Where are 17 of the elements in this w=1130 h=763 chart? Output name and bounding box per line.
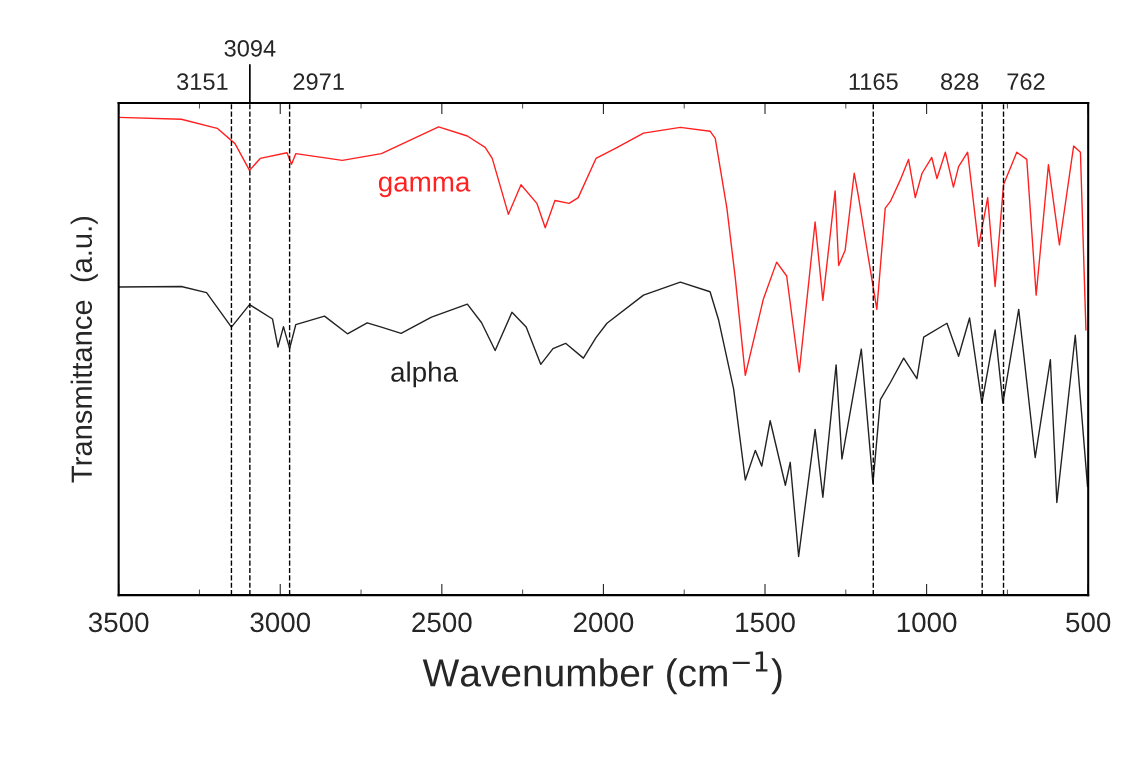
ref-line-label: 1165 bbox=[849, 73, 898, 90]
ref-line-label: 828 bbox=[941, 73, 979, 90]
x-tick-label: 1000 bbox=[897, 612, 957, 633]
ref-line-label: 3094 bbox=[224, 39, 276, 57]
x-tick-label: 3500 bbox=[88, 612, 149, 633]
ref-line-label: 2971 bbox=[293, 73, 344, 90]
y-axis-title: Transmittance (a.u.) bbox=[70, 216, 98, 483]
x-tick-label: 1500 bbox=[736, 612, 795, 633]
x-tick-label: 3000 bbox=[250, 612, 311, 633]
x-tick-label: 500 bbox=[1066, 612, 1111, 633]
x-axis-title: Wavenumber (cm$^{−1}$) bbox=[422, 651, 782, 695]
ref-line-label: 762 bbox=[1007, 73, 1045, 90]
x-tick-label: 2500 bbox=[412, 612, 472, 633]
ref-line-label: 3151 bbox=[177, 73, 228, 90]
series-label: alpha bbox=[391, 361, 459, 388]
series-label: gamma bbox=[378, 176, 471, 198]
x-tick-label: 2000 bbox=[573, 612, 634, 633]
